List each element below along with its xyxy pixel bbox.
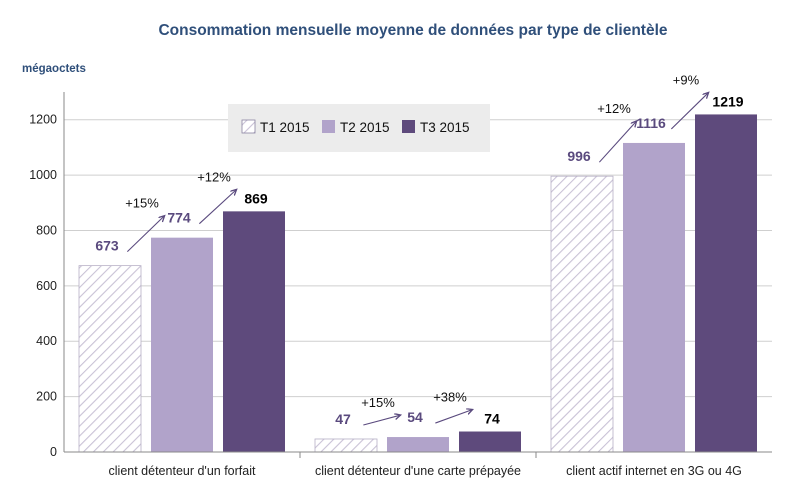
y-tick-label: 1200 (29, 113, 57, 127)
growth-arrow (670, 92, 708, 130)
legend-label: T1 2015 (260, 120, 310, 135)
bar-t2-2015 (623, 142, 685, 452)
legend-swatch (402, 120, 415, 133)
growth-arrow (126, 216, 164, 253)
bar-t3-2015 (695, 114, 757, 452)
growth-label: +38% (433, 390, 467, 405)
y-ticks: 0 200 400 600 800 1000 1200 (29, 113, 57, 459)
data-label: 54 (407, 409, 423, 425)
chart-title: Consommation mensuelle moyenne de donnée… (158, 22, 667, 39)
bar-t3-2015 (459, 431, 521, 452)
growth-arrow (598, 121, 636, 163)
y-tick-label: 600 (36, 279, 57, 293)
legend-label: T3 2015 (420, 120, 470, 135)
growth-label: +12% (597, 101, 631, 116)
data-label: 673 (95, 238, 119, 254)
bar-t1-2015 (78, 265, 142, 453)
growth-label: +15% (361, 395, 395, 410)
bar-t1-2015 (314, 438, 378, 453)
axes (63, 92, 772, 458)
data-label: 869 (244, 190, 268, 206)
growth-label: +15% (125, 196, 159, 211)
growth-label: +9% (673, 72, 700, 87)
bar-t1-2015 (550, 175, 614, 453)
category-labels: client détenteur d'un forfait client déte… (109, 464, 742, 478)
data-label: 996 (567, 148, 591, 164)
bars (78, 114, 757, 453)
data-label: 74 (484, 411, 500, 427)
legend: T1 2015 T2 2015 T3 2015 (228, 104, 490, 152)
legend-swatch (322, 120, 335, 133)
y-axis-label: mégaoctets (22, 63, 86, 75)
bar-t3-2015 (223, 211, 285, 452)
growth-arrow (435, 410, 472, 424)
legend-swatch (241, 119, 256, 134)
y-tick-label: 0 (50, 445, 57, 459)
x-category-label: client détenteur d'une carte prépayée (315, 464, 521, 478)
bar-t2-2015 (387, 437, 449, 452)
y-tick-label: 400 (36, 334, 57, 348)
data-label: 1116 (636, 115, 666, 131)
x-category-label: client actif internet en 3G ou 4G (566, 464, 742, 478)
growth-arrow (363, 415, 400, 426)
y-tick-label: 200 (36, 390, 57, 404)
x-category-label: client détenteur d'un forfait (109, 464, 256, 478)
growth-label: +12% (197, 169, 231, 184)
legend-label: T2 2015 (340, 120, 390, 135)
legend-box (228, 104, 490, 152)
data-label: 774 (167, 210, 191, 226)
bar-t2-2015 (151, 237, 213, 452)
data-label: 47 (335, 411, 351, 427)
data-labels: 673 774 869 +15% +12% 47 54 74 +15% +38% 996 1116 12… (95, 72, 743, 427)
data-label: 1219 (712, 93, 743, 109)
growth-arrow (198, 189, 236, 225)
y-tick-label: 1000 (29, 168, 57, 182)
y-tick-label: 800 (36, 223, 57, 237)
